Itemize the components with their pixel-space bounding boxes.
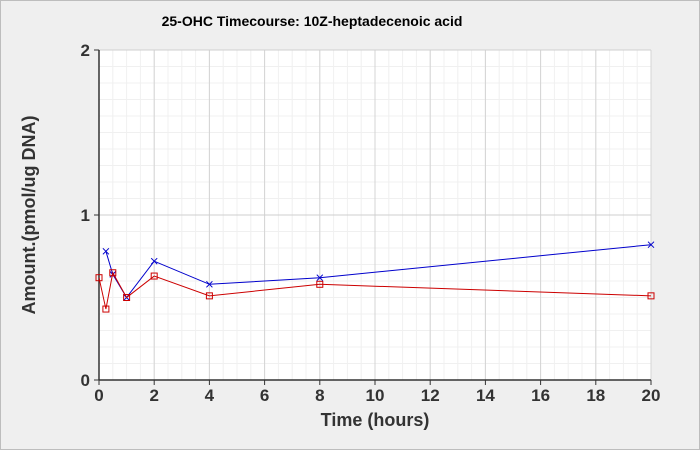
x-tick-label: 0 <box>94 386 103 405</box>
y-tick-label: 2 <box>81 41 90 60</box>
x-ticks: 0 2 4 6 8 10 12 14 16 18 20 <box>94 380 660 405</box>
data-point-square <box>123 294 131 301</box>
y-tick-label: 0 <box>81 371 90 390</box>
x-tick-label: 8 <box>315 386 324 405</box>
series-1 <box>95 269 655 313</box>
y-ticks: 0 1 2 <box>81 41 99 390</box>
data-point-square <box>95 274 103 282</box>
data-point-square <box>150 272 158 280</box>
x-tick-label: 12 <box>421 386 440 405</box>
x-tick-label: 2 <box>149 386 158 405</box>
data-point-x <box>102 247 110 255</box>
x-tick-label: 4 <box>205 386 215 405</box>
data-point-x <box>150 257 158 265</box>
y-tick-label: 1 <box>81 206 90 225</box>
data-point-square <box>109 269 117 277</box>
series-line <box>98 271 652 310</box>
chart-title: 25-OHC Timecourse: 10Z-heptadecenoic aci… <box>162 13 463 29</box>
data-point-square <box>205 292 213 300</box>
data-point-square <box>647 292 655 300</box>
series-layer <box>95 241 655 313</box>
x-tick-label: 10 <box>366 386 385 405</box>
data-point-x <box>206 280 213 288</box>
y-axis-title: Amount.(pmol/ug DNA) <box>19 116 39 315</box>
x-axis-title: Time (hours) <box>321 410 430 430</box>
x-tick-label: 14 <box>476 386 495 405</box>
data-point-square <box>316 280 324 288</box>
data-point-square <box>102 305 110 313</box>
x-tick-label: 16 <box>531 386 550 405</box>
x-tick-label: 20 <box>642 386 661 405</box>
x-tick-label: 18 <box>586 386 605 405</box>
data-point-x <box>647 241 655 249</box>
x-tick-label: 6 <box>260 386 269 405</box>
data-point-x <box>316 274 324 282</box>
